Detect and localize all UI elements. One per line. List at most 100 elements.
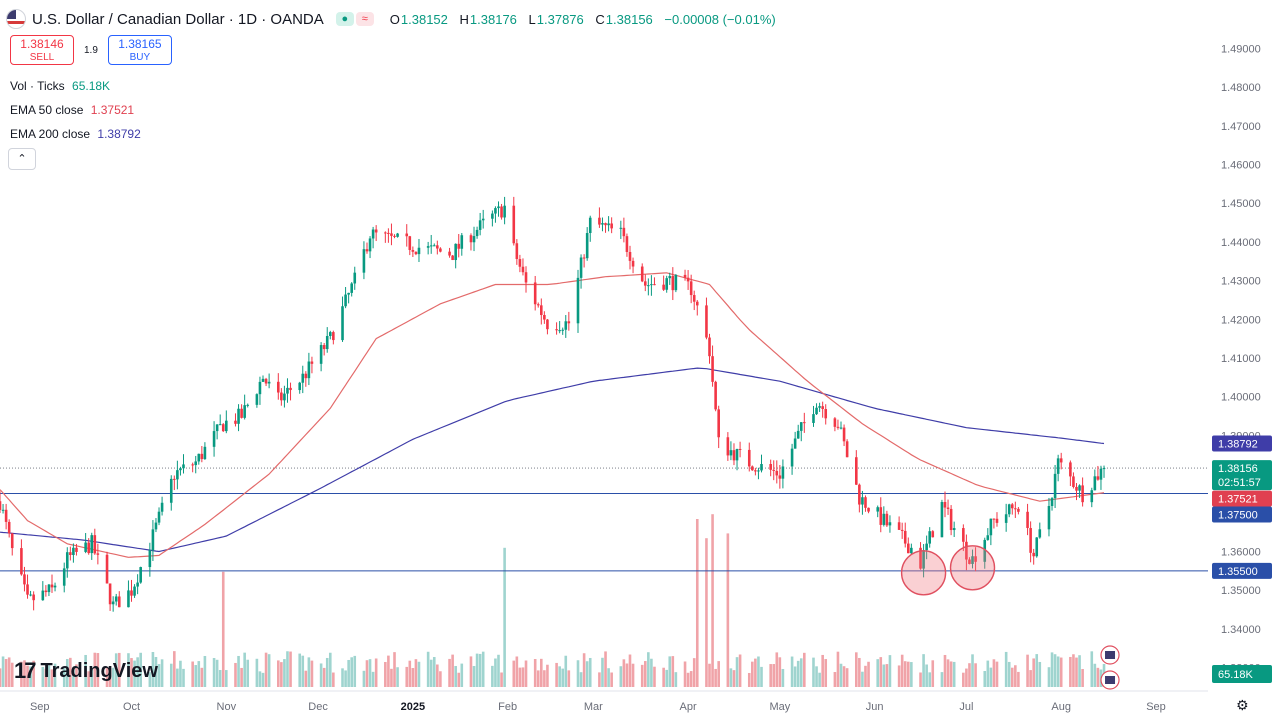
indicator-volume[interactable]: Vol · Ticks 65.18K	[10, 79, 111, 93]
volume-bar	[735, 657, 739, 687]
candles	[0, 196, 1106, 612]
volume-bar	[919, 672, 922, 687]
candle-body	[481, 218, 485, 221]
volume-bar	[992, 659, 996, 687]
volume-bar	[986, 660, 990, 687]
volume-bar	[414, 659, 418, 687]
volume-bar	[405, 666, 409, 687]
volume-bar	[362, 670, 366, 687]
volume-bar	[139, 652, 142, 687]
price-label-text: 1.35500	[1218, 566, 1258, 578]
volume-bar	[494, 658, 497, 687]
volume-bar	[1032, 658, 1035, 687]
candle-body	[390, 233, 393, 236]
status-dots[interactable]: ● ≈	[335, 12, 376, 26]
ema200-path	[0, 367, 1105, 553]
candle-body	[793, 438, 797, 449]
sell-button[interactable]: 1.38146 SELL	[10, 35, 74, 65]
candle-body	[191, 464, 194, 466]
candle-body	[10, 533, 14, 549]
volume-bar	[653, 666, 656, 687]
volume-bar	[757, 656, 760, 687]
annotation-circle	[949, 545, 996, 591]
annotation-circle	[900, 550, 947, 596]
candle-body	[686, 277, 690, 282]
price-tick-label: 1.40000	[1221, 392, 1261, 404]
candle-body	[643, 281, 647, 286]
volume-bar	[289, 651, 292, 687]
symbol-title[interactable]: U.S. Dollar / Canadian Dollar · 1D · OAN…	[32, 10, 324, 28]
candle-body	[1004, 514, 1008, 523]
price-labels: 1.38792 1.38156 02:51:57 1.37521 1.37500 1.35…	[1100, 435, 1272, 690]
volume-bar	[940, 672, 944, 687]
candle-body	[962, 528, 965, 542]
volume-bar	[815, 666, 818, 687]
candle-body	[374, 229, 378, 233]
candle-body	[148, 550, 152, 568]
candle-body	[151, 529, 155, 551]
volume-bar	[243, 652, 246, 687]
candle-body	[971, 556, 974, 564]
indicator-ema200[interactable]: EMA 200 close 1.38792	[10, 127, 141, 141]
tradingview-logo[interactable]: 17 TradingView	[14, 658, 158, 684]
volume-bar	[307, 657, 311, 687]
volume-bar	[130, 658, 133, 687]
buy-price: 1.38165	[118, 37, 162, 51]
candle-body	[1102, 468, 1106, 470]
volume-bar	[897, 665, 901, 687]
economic-event-flag-icon	[1105, 676, 1116, 684]
buy-button[interactable]: 1.38165 BUY	[107, 35, 172, 65]
candle-body	[668, 276, 672, 279]
candle-body	[218, 424, 222, 426]
candle-body	[405, 233, 409, 237]
volume-bar	[824, 659, 828, 687]
volume-bar	[588, 657, 592, 687]
volume-bar	[671, 656, 675, 687]
candle-body	[821, 406, 824, 410]
data-feed-icon[interactable]: ≈	[355, 12, 374, 26]
candle-body	[111, 601, 115, 605]
volume-bar	[276, 660, 280, 687]
volume-bar	[258, 671, 262, 687]
candle-body	[93, 535, 97, 554]
candle-body	[84, 542, 87, 552]
time-axis[interactable]: Sep Oct Nov Dec 2025 Feb Mar Apr May Jun Jul Aug Sep	[30, 701, 1166, 713]
volume-bar	[429, 659, 433, 687]
volume-bar	[408, 660, 412, 687]
volume-bar	[821, 654, 824, 687]
volume-bar	[879, 657, 883, 687]
candle-body	[494, 208, 497, 214]
indicator-ema50[interactable]: EMA 50 close 1.37521	[10, 103, 135, 117]
candle-body	[234, 420, 237, 424]
volume-bar	[154, 656, 158, 687]
volume-bar	[845, 668, 849, 687]
volume-bar	[858, 657, 861, 687]
volume-bar	[151, 652, 155, 687]
candle-body	[182, 464, 185, 469]
price-tick-label: 1.45000	[1221, 198, 1261, 210]
volume-bar	[555, 662, 558, 687]
chevron-up-icon[interactable]: ⌃	[8, 148, 36, 170]
volume-bar	[793, 666, 797, 687]
volume-bar	[426, 651, 430, 687]
candle-body	[154, 522, 158, 530]
volume-bar	[215, 659, 219, 687]
volume-bar	[524, 660, 528, 687]
volume-bar	[738, 654, 742, 687]
time-tick-label: Oct	[123, 701, 140, 713]
candle-body	[96, 553, 100, 555]
candle-body	[20, 548, 23, 575]
candle-body	[1093, 476, 1097, 491]
candle-body	[925, 543, 928, 551]
candle-body	[283, 393, 286, 401]
volume-bar	[1056, 656, 1060, 687]
volume-bar	[711, 514, 714, 687]
candle-body	[258, 381, 262, 395]
volume-bar	[475, 653, 479, 687]
market-open-icon[interactable]: ●	[335, 12, 354, 26]
settings-gear-icon[interactable]: ⚙	[1236, 697, 1249, 713]
volume-bar	[212, 658, 216, 687]
candle-body	[429, 245, 433, 247]
